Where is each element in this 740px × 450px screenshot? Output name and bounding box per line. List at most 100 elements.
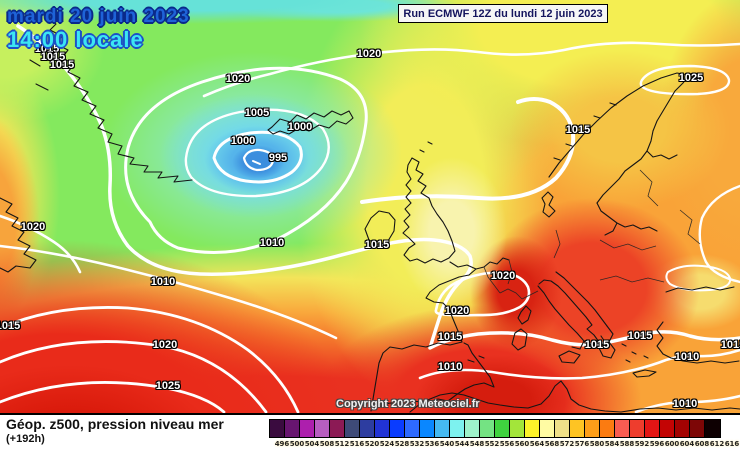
weather-map: 1015 1015 1015 1020 1020 1025 1005 1000 1000 995 1… bbox=[0, 0, 740, 413]
contour-1010-loop bbox=[124, 66, 368, 254]
colorbar-cell bbox=[645, 420, 660, 437]
colorbar-values: 496 500 504 508 512 516 520 524 528 532 536 540 544 5… bbox=[269, 419, 740, 448]
colorbar-cell bbox=[585, 420, 600, 437]
black-sea-south-shore bbox=[665, 286, 735, 293]
iceland-coast bbox=[267, 110, 354, 135]
baltic-coast bbox=[596, 150, 678, 236]
isobar-label: 1010 bbox=[259, 237, 285, 249]
colorbar-cell bbox=[435, 420, 450, 437]
colorbar-cell bbox=[285, 420, 300, 437]
forecast-date: mardi 20 juin 2023 bbox=[7, 6, 190, 27]
balearics bbox=[467, 355, 485, 363]
contour-1010-sw bbox=[0, 244, 338, 340]
contour-1020-west bbox=[0, 214, 82, 274]
colorbar-cell bbox=[495, 420, 510, 437]
isobar-label: 1020 bbox=[444, 305, 470, 317]
isobar-label: 1015 bbox=[364, 239, 390, 251]
isobar-label: 1010 bbox=[674, 351, 700, 363]
colorbar-cell bbox=[405, 420, 420, 437]
colorbar-value: 528 bbox=[394, 440, 410, 448]
colorbar-value: 576 bbox=[574, 440, 590, 448]
adriatic-east-coast bbox=[555, 271, 608, 327]
ireland-coast bbox=[364, 210, 396, 246]
isobar-label: 1015 bbox=[0, 320, 21, 332]
colorbar-value: 584 bbox=[604, 440, 620, 448]
colorbar-value: 496 bbox=[274, 440, 290, 448]
border-lines bbox=[483, 169, 701, 300]
map-overlay bbox=[0, 15, 740, 413]
greenland-coast bbox=[45, 15, 193, 183]
isobar-label: 1015 bbox=[627, 330, 653, 342]
isobar-label: 1000 bbox=[287, 121, 313, 133]
contour-east bbox=[698, 184, 740, 284]
colorbar-cell bbox=[420, 420, 435, 437]
italy-east-coast bbox=[538, 279, 600, 347]
forecast-time: 14:00 locale bbox=[7, 27, 144, 52]
isobar-label: 1015 bbox=[49, 59, 75, 71]
iberia-north-coast bbox=[370, 341, 463, 412]
colorbar-value: 568 bbox=[544, 440, 560, 448]
isobar-label: 1020 bbox=[490, 270, 516, 282]
colorbar-cell bbox=[300, 420, 315, 437]
isobar-label: 1015 bbox=[437, 331, 463, 343]
legend-bar: Géop. z500, pression niveau mer (+192h) … bbox=[0, 413, 740, 450]
colorbar-cells bbox=[269, 419, 721, 438]
black-sea-outline bbox=[665, 264, 732, 292]
sardinia bbox=[511, 328, 528, 351]
labrador-coast bbox=[0, 197, 37, 273]
contour-1000 bbox=[212, 130, 303, 184]
colorbar-value: 560 bbox=[514, 440, 530, 448]
colorbar-value: 540 bbox=[439, 440, 455, 448]
contour-1015-sw bbox=[0, 306, 300, 413]
colorbar-value: 536 bbox=[424, 440, 440, 448]
isobar-label: 1025 bbox=[678, 72, 704, 84]
colorbar-cell bbox=[375, 420, 390, 437]
isobar-label: 1015 bbox=[720, 339, 740, 351]
colorbar-cell bbox=[690, 420, 705, 437]
isobar-label: 1015 bbox=[40, 51, 66, 63]
contour-1025-sw bbox=[0, 381, 226, 413]
sicily bbox=[558, 350, 581, 364]
colorbar-value: 504 bbox=[304, 440, 320, 448]
colorbar-cell bbox=[570, 420, 585, 437]
contour-995-core bbox=[252, 160, 261, 165]
isobar-label: 1015 bbox=[565, 124, 591, 136]
channel-coast bbox=[449, 257, 510, 270]
contour-1010-se bbox=[634, 394, 740, 413]
colorbar-cell bbox=[600, 420, 615, 437]
colorbar-value: 608 bbox=[694, 440, 710, 448]
colorbar-value: 612 bbox=[709, 440, 725, 448]
coastlines bbox=[0, 15, 740, 413]
turkey-coast bbox=[656, 321, 740, 364]
colorbar-cell bbox=[675, 420, 690, 437]
isobar-label: 1025 bbox=[155, 380, 181, 392]
colorbar-cell bbox=[360, 420, 375, 437]
isobar-label: 1010 bbox=[150, 276, 176, 288]
isobar-label: 1000 bbox=[230, 135, 256, 147]
crete bbox=[632, 369, 657, 378]
colorbar-cell bbox=[450, 420, 465, 437]
france-west-coast bbox=[425, 268, 477, 343]
colorbar-value: 500 bbox=[289, 440, 305, 448]
italy-west-coast bbox=[537, 285, 585, 350]
colorbar-cell bbox=[270, 420, 285, 437]
contour-1020-alps bbox=[434, 271, 531, 317]
colorbar-cell bbox=[615, 420, 630, 437]
colorbar-cell bbox=[540, 420, 555, 437]
colorbar-value: 524 bbox=[379, 440, 395, 448]
country-borders bbox=[483, 169, 701, 300]
colorbar-cell bbox=[480, 420, 495, 437]
colorbar-cell bbox=[330, 420, 345, 437]
colorbar: 496 500 504 508 512 516 520 524 528 532 536 540 544 5… bbox=[269, 419, 740, 450]
isobar-label: 1020 bbox=[20, 221, 46, 233]
lead-time: (+192h) bbox=[6, 433, 45, 445]
colorbar-value: 588 bbox=[619, 440, 635, 448]
isobar-label: 1010 bbox=[437, 361, 463, 373]
contour-995 bbox=[242, 148, 275, 172]
colorbar-value: 544 bbox=[454, 440, 470, 448]
shetland-islands bbox=[419, 141, 433, 153]
colorbar-cell bbox=[465, 420, 480, 437]
aegean-islands bbox=[621, 343, 649, 363]
isobar-label: 1010 bbox=[672, 398, 698, 410]
